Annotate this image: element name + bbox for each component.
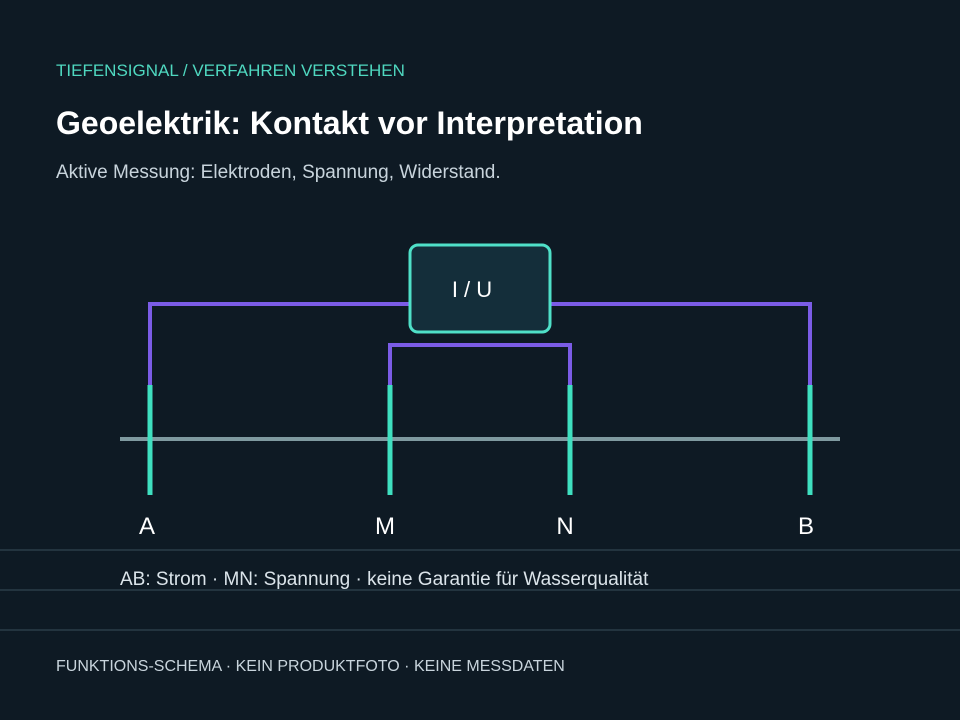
electrode-label: N <box>556 513 573 540</box>
instrument-label: I / U <box>452 277 492 302</box>
electrode-label: B <box>798 513 814 540</box>
electrodes <box>147 385 813 495</box>
footer: FUNKTIONS-SCHEMA · KEIN PRODUKTFOTO · KE… <box>56 658 565 675</box>
caption: AB: Strom · MN: Spannung · keine Garanti… <box>120 569 649 590</box>
instrument-box <box>408 243 552 334</box>
wire-mn <box>388 343 572 385</box>
wires <box>148 302 812 385</box>
wire-a <box>148 302 410 385</box>
kicker: TIEFENSIGNAL / VERFAHREN VERSTEHEN <box>56 61 405 80</box>
wire-b <box>550 302 812 385</box>
title: Geoelektrik: Kontakt vor Interpretation <box>56 105 643 141</box>
electrode-label: A <box>139 513 155 540</box>
electrode-label: M <box>375 513 395 540</box>
subtitle: Aktive Messung: Elektroden, Spannung, Wi… <box>56 162 501 183</box>
